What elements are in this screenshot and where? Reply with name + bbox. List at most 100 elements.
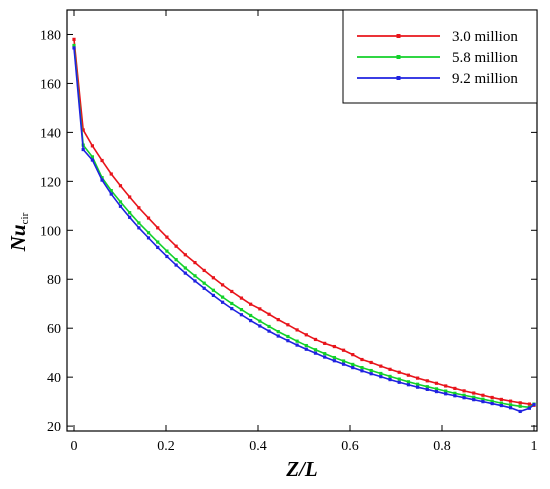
data-point	[369, 360, 373, 365]
y-tick-label: 180	[40, 28, 61, 43]
data-point	[276, 318, 280, 322]
data-point	[267, 329, 271, 333]
data-point	[211, 293, 215, 297]
data-point	[174, 263, 178, 267]
data-point	[156, 240, 160, 244]
data-point	[258, 307, 262, 311]
data-point	[193, 261, 197, 265]
y-tick-label: 100	[40, 224, 61, 239]
y-tick-label: 80	[47, 273, 61, 288]
data-point	[527, 406, 531, 410]
data-point	[118, 204, 123, 208]
data-point	[472, 398, 476, 402]
data-point	[109, 172, 113, 176]
data-point	[137, 206, 141, 210]
data-point	[379, 375, 383, 379]
data-point	[332, 359, 336, 363]
data-point	[341, 362, 346, 366]
data-point	[481, 393, 485, 397]
data-point	[369, 372, 373, 376]
data-point	[434, 389, 439, 394]
data-point	[239, 296, 244, 300]
data-point	[360, 366, 364, 370]
data-point	[518, 401, 522, 405]
data-point	[100, 178, 104, 182]
legend-entry-3-0-million: 3.0 million	[357, 29, 518, 45]
data-point	[202, 286, 206, 290]
x-tick-label: 0.4	[249, 439, 267, 454]
data-point	[230, 289, 234, 294]
data-point	[532, 402, 536, 407]
data-point	[472, 395, 476, 399]
y-tick-label: 120	[40, 175, 61, 190]
data-point	[118, 184, 123, 188]
y-tick-label: 140	[40, 126, 61, 141]
x-tick-label: 0.6	[341, 439, 359, 454]
data-point	[472, 391, 476, 395]
data-point	[146, 231, 151, 235]
data-point	[434, 387, 439, 391]
data-point	[81, 147, 85, 152]
data-point	[230, 301, 234, 306]
data-point	[128, 211, 132, 215]
data-point	[276, 330, 280, 334]
data-point	[397, 377, 401, 381]
data-point	[258, 324, 262, 328]
data-point	[351, 362, 355, 367]
data-point	[72, 37, 76, 41]
data-point	[518, 404, 522, 408]
data-point	[313, 351, 318, 355]
data-point	[202, 268, 206, 273]
data-point	[444, 384, 448, 388]
data-point	[220, 283, 225, 287]
data-point	[508, 399, 513, 403]
data-point	[351, 353, 355, 357]
data-point	[174, 244, 178, 248]
data-point	[137, 221, 141, 225]
data-point	[220, 295, 225, 299]
data-point	[313, 337, 318, 342]
data-point	[90, 155, 94, 159]
data-point	[239, 308, 244, 312]
data-point	[286, 339, 290, 343]
data-point	[193, 274, 197, 278]
plot-frame	[66, 9, 538, 432]
legend: 3.0 million 5.8 million 9.2 million	[342, 9, 538, 104]
data-point	[304, 333, 308, 337]
data-point	[100, 176, 104, 180]
data-point	[341, 348, 346, 352]
y-tick-label: 20	[47, 420, 61, 435]
data-point	[406, 373, 411, 377]
data-point	[462, 393, 466, 397]
y-axis-title-main: Nu	[6, 224, 30, 252]
data-point	[416, 376, 420, 380]
data-point	[499, 401, 503, 405]
data-point	[118, 200, 123, 204]
data-point	[146, 236, 151, 240]
data-point	[425, 385, 429, 389]
data-point	[165, 249, 169, 253]
data-point	[286, 323, 290, 327]
data-point	[72, 43, 76, 48]
legend-marker	[396, 76, 401, 80]
series-5-8-million	[72, 43, 536, 409]
data-point	[239, 313, 244, 317]
legend-marker	[396, 55, 401, 59]
data-point	[90, 144, 94, 148]
y-axis-title-subscript: cir	[19, 212, 31, 224]
data-point	[276, 334, 280, 338]
series-layer	[72, 37, 536, 414]
series-9-2-million	[72, 46, 536, 414]
data-point	[481, 397, 485, 401]
data-point	[462, 396, 466, 400]
data-point	[388, 374, 392, 379]
data-point	[332, 355, 336, 360]
data-point	[100, 158, 104, 163]
data-point	[490, 395, 494, 400]
data-point	[174, 258, 178, 262]
data-point	[295, 343, 299, 347]
data-point	[249, 313, 253, 318]
data-point	[109, 189, 113, 193]
data-point	[304, 343, 308, 348]
data-point	[444, 389, 448, 393]
